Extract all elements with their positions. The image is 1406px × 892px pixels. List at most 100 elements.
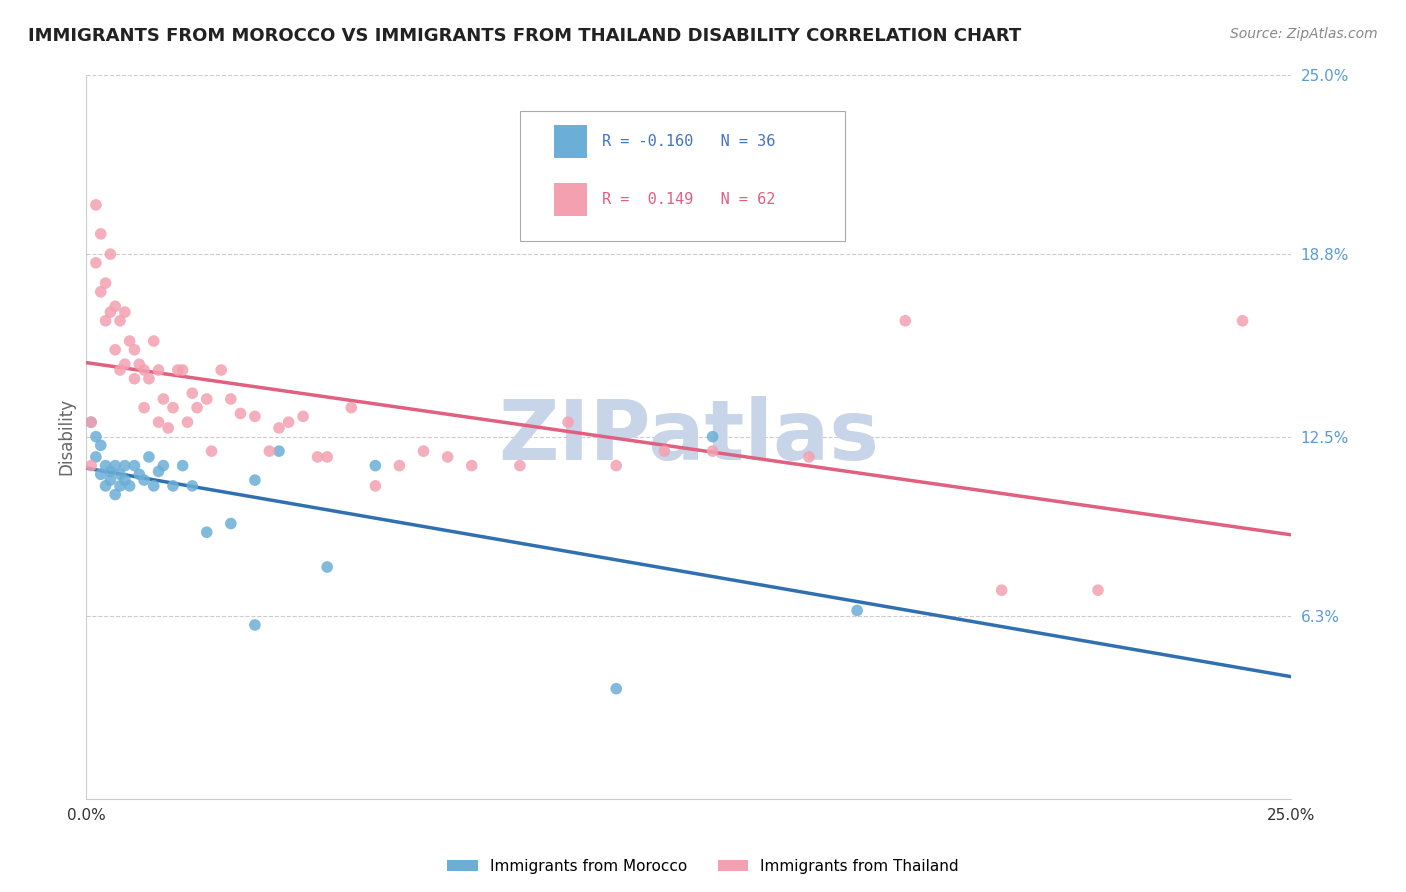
Point xyxy=(219,392,242,406)
Point xyxy=(340,401,363,415)
Point xyxy=(152,458,174,473)
Point xyxy=(259,444,281,458)
Point xyxy=(80,415,103,429)
Text: R = -0.160   N = 36: R = -0.160 N = 36 xyxy=(602,135,775,149)
Point xyxy=(94,479,117,493)
Point xyxy=(229,407,252,421)
Point xyxy=(267,421,290,435)
Point xyxy=(128,467,150,482)
Point xyxy=(132,363,155,377)
Point xyxy=(84,256,107,270)
Point xyxy=(307,450,329,464)
Y-axis label: Disability: Disability xyxy=(58,398,75,475)
Point xyxy=(148,363,170,377)
Point xyxy=(894,314,917,328)
Point xyxy=(557,415,579,429)
Point xyxy=(132,401,155,415)
Point xyxy=(124,343,146,357)
Point xyxy=(108,467,131,482)
Point xyxy=(267,444,290,458)
Point xyxy=(157,421,180,435)
Point xyxy=(104,299,127,313)
Point xyxy=(100,473,122,487)
Point xyxy=(90,285,112,299)
Point xyxy=(108,479,131,493)
Point xyxy=(104,487,127,501)
Point xyxy=(364,479,387,493)
Point xyxy=(162,401,184,415)
Point xyxy=(436,450,458,464)
Point xyxy=(80,458,103,473)
Point xyxy=(152,392,174,406)
Point xyxy=(460,458,482,473)
Point xyxy=(702,444,724,458)
Point xyxy=(1232,314,1254,328)
Point xyxy=(702,430,724,444)
Point xyxy=(90,227,112,241)
Bar xyxy=(554,125,588,158)
Point xyxy=(209,363,232,377)
Point xyxy=(176,415,198,429)
Point xyxy=(138,450,160,464)
Point xyxy=(118,334,141,348)
Point xyxy=(172,458,194,473)
Point xyxy=(100,464,122,478)
Point xyxy=(219,516,242,531)
Point xyxy=(364,458,387,473)
Point xyxy=(172,363,194,377)
Point xyxy=(186,401,208,415)
Point xyxy=(243,409,266,424)
Point xyxy=(148,415,170,429)
Point xyxy=(84,450,107,464)
Point xyxy=(654,444,676,458)
Point xyxy=(100,247,122,261)
Point xyxy=(124,458,146,473)
Point xyxy=(90,438,112,452)
Point xyxy=(104,458,127,473)
Point xyxy=(124,372,146,386)
Point xyxy=(114,473,136,487)
Point xyxy=(316,560,339,574)
Point xyxy=(846,603,869,617)
Point xyxy=(94,314,117,328)
Point xyxy=(605,681,627,696)
Point xyxy=(181,479,204,493)
Point xyxy=(148,464,170,478)
Point xyxy=(114,305,136,319)
Text: R =  0.149   N = 62: R = 0.149 N = 62 xyxy=(602,193,775,207)
Text: Source: ZipAtlas.com: Source: ZipAtlas.com xyxy=(1230,27,1378,41)
Point xyxy=(90,467,112,482)
Point xyxy=(277,415,299,429)
Point xyxy=(104,343,127,357)
Point xyxy=(200,444,222,458)
Point xyxy=(94,458,117,473)
Point xyxy=(243,473,266,487)
Point xyxy=(388,458,411,473)
FancyBboxPatch shape xyxy=(520,111,845,241)
Point xyxy=(108,363,131,377)
Point xyxy=(80,415,103,429)
Point xyxy=(166,363,188,377)
Point xyxy=(243,618,266,632)
Point xyxy=(114,357,136,371)
Point xyxy=(412,444,434,458)
Point xyxy=(316,450,339,464)
Point xyxy=(509,458,531,473)
Point xyxy=(108,314,131,328)
Bar xyxy=(554,183,588,216)
Point xyxy=(162,479,184,493)
Point xyxy=(1087,583,1109,598)
Point xyxy=(195,392,218,406)
Point xyxy=(94,276,117,290)
Text: IMMIGRANTS FROM MOROCCO VS IMMIGRANTS FROM THAILAND DISABILITY CORRELATION CHART: IMMIGRANTS FROM MOROCCO VS IMMIGRANTS FR… xyxy=(28,27,1021,45)
Point xyxy=(990,583,1012,598)
Point xyxy=(132,473,155,487)
Point xyxy=(118,479,141,493)
Point xyxy=(292,409,315,424)
Point xyxy=(84,198,107,212)
Point xyxy=(195,525,218,540)
Point xyxy=(142,334,165,348)
Text: ZIPatlas: ZIPatlas xyxy=(498,396,879,477)
Point xyxy=(138,372,160,386)
Point xyxy=(797,450,820,464)
